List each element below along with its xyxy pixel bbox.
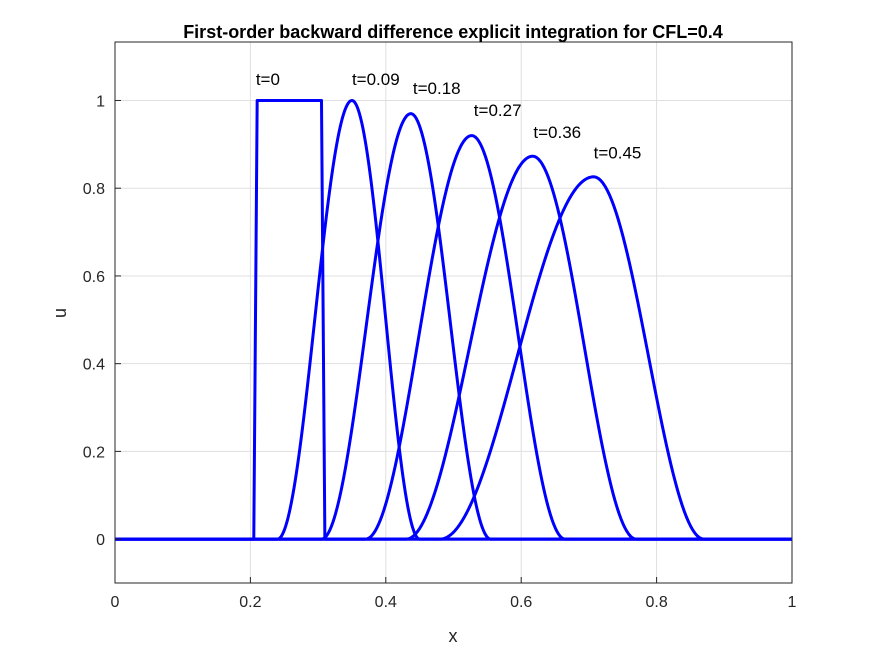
plot-area — [115, 42, 792, 583]
series-line-3 — [115, 134, 792, 541]
y-tick-label: 1 — [96, 93, 105, 110]
series-group — [115, 98, 792, 541]
x-axis-label: x — [449, 626, 458, 646]
series-line-5 — [115, 175, 792, 541]
y-tick-label: 0 — [96, 532, 105, 549]
x-tick-label: 0 — [111, 594, 120, 611]
x-tick-label: 1 — [788, 594, 797, 611]
x-tick-label: 0.6 — [510, 594, 532, 611]
x-tick-label: 0.4 — [375, 594, 397, 611]
curve-time-label: t=0.18 — [413, 79, 461, 98]
series-line-1 — [115, 98, 792, 541]
series-line-4 — [115, 154, 792, 541]
x-tick-label: 0.8 — [645, 594, 667, 611]
x-tick-label: 0.2 — [239, 594, 261, 611]
curve-time-label: t=0.36 — [533, 123, 581, 142]
annotations: t=0 t=0.09 t=0.18 t=0.27 t=0.36 t=0.45 — [256, 70, 642, 162]
y-tick-label: 0.8 — [83, 181, 105, 198]
series-line-2 — [115, 112, 792, 541]
y-tick-label: 0.6 — [83, 269, 105, 286]
curve-time-label: t=0 — [256, 70, 280, 89]
y-tick-label: 0.2 — [83, 444, 105, 461]
curve-time-label: t=0.27 — [474, 101, 522, 120]
chart-title: First-order backward difference explicit… — [183, 22, 723, 42]
axes-box — [114, 41, 793, 584]
y-tick-label: 0.4 — [83, 357, 105, 374]
y-axis-label: u — [50, 308, 70, 318]
ticks: 0 0.2 0.4 0.6 0.8 1 0 0.2 0.4 0.6 0.8 1 — [83, 93, 797, 611]
curve-time-label: t=0.09 — [352, 70, 400, 89]
curve-time-label: t=0.45 — [594, 143, 642, 162]
